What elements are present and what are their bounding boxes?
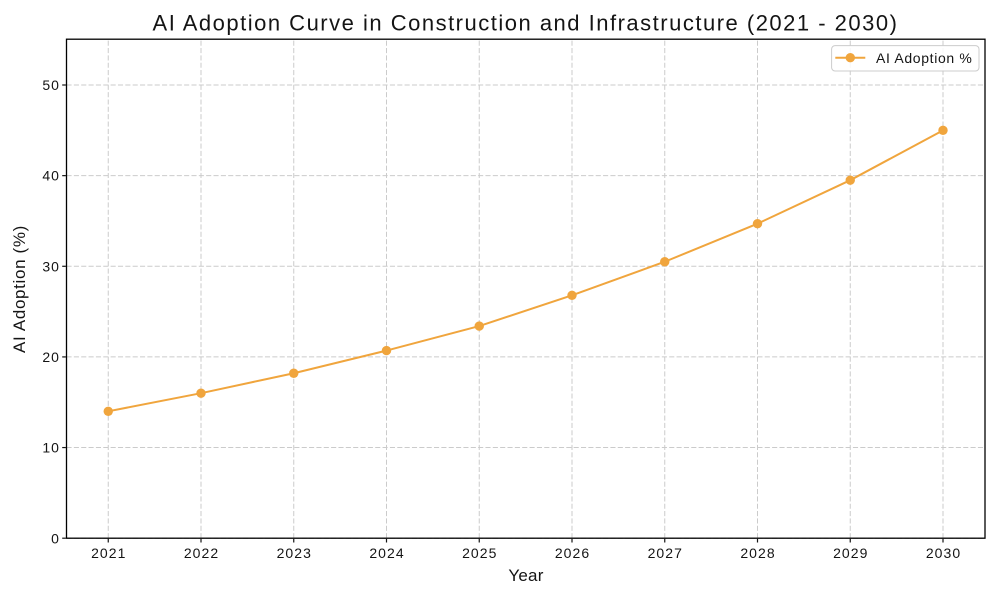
svg-text:2028: 2028 <box>740 545 775 561</box>
svg-text:10: 10 <box>42 440 60 456</box>
svg-text:2024: 2024 <box>369 545 404 561</box>
svg-text:Year: Year <box>508 566 543 585</box>
svg-text:2025: 2025 <box>462 545 497 561</box>
svg-text:30: 30 <box>42 258 60 274</box>
svg-text:2022: 2022 <box>184 545 219 561</box>
svg-text:20: 20 <box>42 349 60 365</box>
svg-text:2026: 2026 <box>555 545 590 561</box>
svg-text:AI Adoption (%): AI Adoption (%) <box>10 225 29 353</box>
svg-text:0: 0 <box>51 530 60 546</box>
svg-text:2030: 2030 <box>926 545 961 561</box>
svg-text:2023: 2023 <box>277 545 312 561</box>
svg-text:AI Adoption %: AI Adoption % <box>876 50 973 66</box>
svg-text:AI Adoption Curve in Construct: AI Adoption Curve in Construction and In… <box>153 10 899 35</box>
svg-text:50: 50 <box>42 77 60 93</box>
svg-text:2021: 2021 <box>91 545 126 561</box>
svg-text:40: 40 <box>42 168 60 184</box>
svg-text:2029: 2029 <box>833 545 868 561</box>
svg-text:2027: 2027 <box>648 545 683 561</box>
